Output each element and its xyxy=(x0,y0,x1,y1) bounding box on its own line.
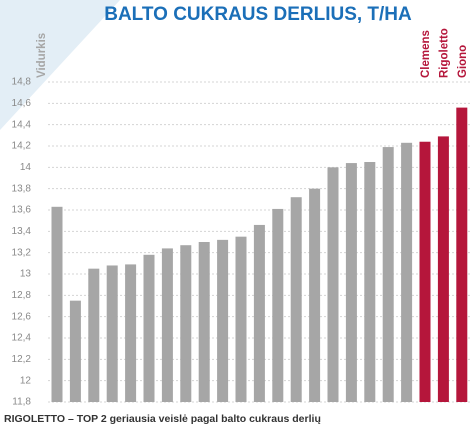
bar xyxy=(217,239,229,402)
y-tick-label: 13,4 xyxy=(12,226,32,237)
y-tick-label: 13,2 xyxy=(12,247,32,258)
y-tick-label: 13,6 xyxy=(12,205,32,216)
category-label: Giono xyxy=(457,45,469,78)
bar xyxy=(401,142,413,403)
y-tick-label: 13 xyxy=(20,269,32,280)
bar xyxy=(456,107,468,402)
y-tick-label: 14,2 xyxy=(12,141,32,152)
bar xyxy=(51,206,63,402)
caption: RIGOLETTO – TOP 2 geriausia veislė pagal… xyxy=(4,413,321,425)
category-label: Vidurkis xyxy=(36,33,48,78)
bar xyxy=(235,236,247,402)
y-tick-label: 14 xyxy=(20,162,32,173)
bar xyxy=(382,147,394,402)
y-tick-label: 12,8 xyxy=(12,290,32,301)
bar xyxy=(272,208,284,402)
bar xyxy=(309,188,321,402)
y-tick-label: 12 xyxy=(20,375,32,386)
category-label: Rigoletto xyxy=(438,28,450,78)
bar xyxy=(290,197,302,402)
background-decoration xyxy=(0,0,120,130)
bar xyxy=(345,163,357,402)
y-tick-label: 14,8 xyxy=(12,77,32,88)
y-tick-label: 12,2 xyxy=(12,354,32,365)
bar xyxy=(161,248,173,402)
y-tick-label: 14,4 xyxy=(12,119,32,130)
bar xyxy=(327,167,339,402)
bar xyxy=(437,136,449,402)
bar xyxy=(88,268,100,402)
y-tick-label: 11,8 xyxy=(12,397,31,408)
bar xyxy=(419,141,431,402)
bar xyxy=(125,264,137,402)
y-tick-label: 13,8 xyxy=(12,183,32,194)
chart-title: BALTO CUKRAUS DERLIUS, T/HA xyxy=(104,4,412,25)
bar xyxy=(253,224,265,402)
bar xyxy=(364,162,376,402)
bar xyxy=(180,245,192,402)
y-tick-label: 14,6 xyxy=(12,98,32,109)
y-tick-label: 12,4 xyxy=(12,333,32,344)
y-tick-label: 12,6 xyxy=(12,311,32,322)
bar xyxy=(69,300,81,402)
bar xyxy=(143,254,155,402)
bar xyxy=(198,242,210,402)
category-label: Clemens xyxy=(420,30,432,78)
bar xyxy=(106,265,118,402)
